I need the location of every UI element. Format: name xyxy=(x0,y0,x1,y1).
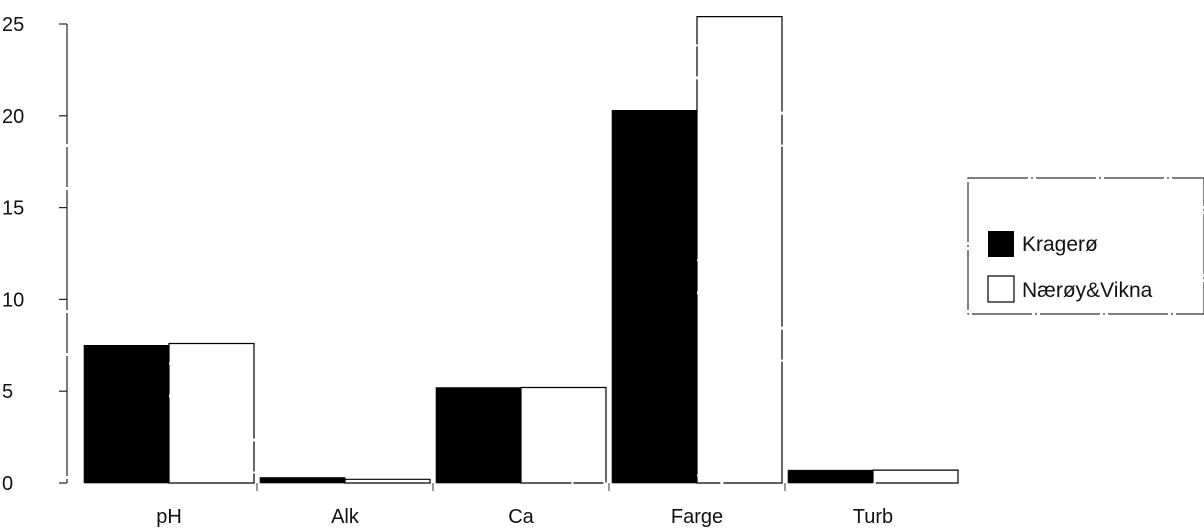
x-category-label: Alk xyxy=(331,506,360,528)
bar-ca-series-1 xyxy=(520,386,607,484)
legend-label-kragero: Kragerø xyxy=(1022,233,1098,256)
x-category-label: Farge xyxy=(671,506,723,528)
bar-alk-series-0 xyxy=(259,477,346,484)
legend-swatch-kragero xyxy=(988,231,1014,257)
y-tick-label: 5 xyxy=(2,381,13,403)
bar-ca-series-0 xyxy=(435,387,522,484)
x-category-label: Turb xyxy=(853,506,893,528)
bars xyxy=(83,16,959,491)
category-labels: pH Alk Ca Farge Turb xyxy=(156,506,893,528)
x-category-label: pH xyxy=(156,506,182,528)
x-category-label: Ca xyxy=(508,506,534,528)
y-axis: 0 5 10 15 20 25 xyxy=(2,14,68,495)
y-tick-label: 10 xyxy=(2,289,24,311)
bar-turb-series-1 xyxy=(872,469,959,484)
y-tick-label: 15 xyxy=(2,198,24,220)
y-tick-label: 0 xyxy=(2,473,13,495)
bar-farge-series-1 xyxy=(696,16,783,484)
legend-box xyxy=(967,177,1204,315)
legend-label-naeroy-vikna: Nærøy&Vikna xyxy=(1022,279,1153,302)
legend-swatch-naeroy-vikna xyxy=(987,275,1015,303)
y-tick-label: 20 xyxy=(2,106,24,128)
bar-ph-series-1 xyxy=(168,342,255,484)
bar-turb-series-0 xyxy=(787,469,874,484)
legend: Kragerø Nærøy&Vikna xyxy=(967,177,1204,315)
bar-farge-series-0 xyxy=(611,109,698,484)
bar-alk-series-1 xyxy=(344,478,431,484)
y-tick-label: 25 xyxy=(2,14,24,36)
bar-ph-series-0 xyxy=(83,344,170,484)
